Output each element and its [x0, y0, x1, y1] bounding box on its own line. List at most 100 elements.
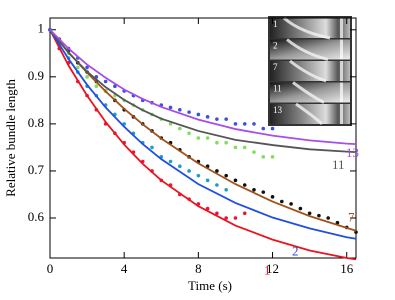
- y-axis-label: Relative bundle length: [3, 79, 18, 197]
- curve-label: 11: [332, 157, 345, 172]
- data-point: [270, 195, 275, 199]
- inset-bar: [340, 39, 343, 60]
- data-point: [187, 169, 191, 173]
- data-point: [196, 112, 201, 117]
- inset-streak: [283, 16, 331, 40]
- x-tick-label: 4: [121, 261, 128, 276]
- data-point: [224, 173, 228, 178]
- inset-label: 13: [273, 105, 283, 115]
- data-point: [196, 173, 201, 178]
- data-point: [187, 110, 191, 114]
- data-point: [242, 122, 247, 126]
- y-tick-label: 0.6: [28, 209, 45, 224]
- plot-frame: [49, 17, 357, 259]
- data-point: [85, 65, 89, 70]
- data-point: [252, 187, 256, 192]
- data-point: [224, 187, 228, 192]
- inset-strip: [270, 18, 350, 38]
- data-point: [85, 75, 89, 79]
- data-point: [215, 169, 219, 173]
- x-tick-label: 0: [47, 261, 54, 276]
- data-point: [215, 211, 219, 216]
- inset-strip: [270, 39, 350, 60]
- inset-streak: [289, 59, 327, 83]
- y-tick-label: 0.8: [28, 115, 44, 130]
- data-point: [205, 206, 210, 211]
- inset-bar: [340, 61, 343, 81]
- inset-streak: [295, 102, 324, 126]
- data-point: [168, 105, 173, 110]
- fit-curve: [49, 29, 357, 154]
- data-point: [150, 145, 154, 150]
- inset-bar: [340, 18, 343, 38]
- data-point: [76, 65, 80, 70]
- data-point: [178, 107, 182, 112]
- inset-bar: [340, 82, 343, 103]
- data-point: [242, 145, 247, 150]
- x-axis-label: Time (s): [188, 278, 232, 293]
- data-point: [187, 131, 191, 136]
- data-point: [252, 122, 256, 126]
- x-tick-label: 8: [195, 261, 202, 276]
- data-point: [289, 202, 293, 206]
- inset-label: 11: [273, 84, 282, 94]
- inset-image: 1 2 7 11 13: [268, 16, 352, 126]
- curve-label: 13: [346, 145, 359, 160]
- data-point: [224, 140, 228, 145]
- inset-strip: [270, 82, 350, 103]
- data-point: [196, 136, 201, 140]
- data-point: [307, 211, 312, 216]
- data-point: [233, 178, 238, 183]
- data-point: [224, 216, 228, 220]
- data-point: [224, 117, 228, 121]
- data-point: [94, 84, 99, 89]
- data-point: [205, 136, 210, 140]
- data-point: [252, 150, 256, 154]
- data-point: [233, 145, 238, 150]
- data-point: [270, 155, 275, 159]
- data-point: [205, 178, 210, 183]
- data-point: [298, 206, 303, 211]
- curve-label: 2: [292, 244, 299, 259]
- curve-label: 1: [264, 262, 271, 277]
- y-tick-label: 0.7: [28, 162, 45, 177]
- data-point: [178, 126, 182, 131]
- fit-curve: [49, 29, 357, 240]
- inset-streak: [292, 81, 325, 104]
- data-point: [205, 115, 210, 119]
- inset-label: 7: [273, 62, 278, 72]
- inset-label: 1: [273, 19, 278, 29]
- fit-curve: [49, 29, 357, 146]
- y-tick-label: 1: [38, 21, 45, 36]
- data-point: [261, 190, 266, 194]
- inset-strip: [270, 61, 350, 81]
- data-point: [178, 164, 182, 169]
- y-tick-label: 0.9: [28, 68, 44, 83]
- data-point: [335, 220, 340, 225]
- data-point: [215, 117, 219, 121]
- data-point: [261, 126, 266, 131]
- inset-streak: [286, 38, 329, 61]
- fit-curve: [49, 29, 357, 261]
- data-point: [168, 159, 173, 164]
- data-point: [261, 155, 266, 159]
- x-tick-label: 12: [266, 261, 279, 276]
- data-point: [215, 140, 219, 145]
- inset-label: 2: [273, 41, 278, 51]
- data-point: [270, 126, 275, 131]
- data-point: [326, 216, 330, 220]
- x-tick-label: 16: [340, 261, 354, 276]
- data-point: [113, 84, 117, 89]
- data-point: [242, 211, 247, 216]
- data-point: [317, 213, 321, 218]
- inset-bar: [340, 104, 343, 124]
- data-point: [215, 183, 219, 187]
- data-point: [242, 183, 247, 187]
- data-point: [233, 122, 238, 126]
- data-point: [280, 199, 284, 204]
- curve-label: 7: [348, 210, 355, 225]
- data-point: [103, 79, 108, 84]
- data-point: [233, 216, 238, 220]
